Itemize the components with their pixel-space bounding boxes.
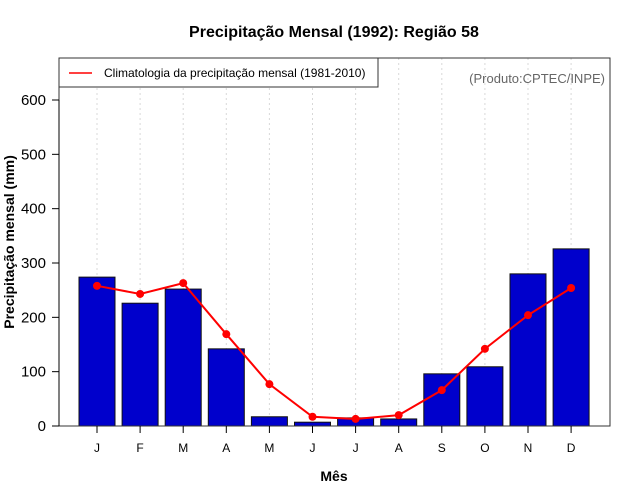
x-tick-label: J	[310, 441, 316, 455]
credit-annotation: (Produto:CPTEC/INPE)	[469, 71, 605, 86]
x-tick-label: O	[480, 441, 489, 455]
bar-7	[380, 418, 418, 427]
x-tick-label: S	[438, 441, 446, 455]
climatology-point-2	[179, 279, 188, 288]
x-tick-label: M	[178, 441, 188, 455]
bar-0	[78, 276, 116, 427]
bar-5	[294, 421, 331, 427]
climatology-point-11	[567, 283, 576, 292]
legend: Climatologia da precipitação mensal (198…	[58, 57, 379, 88]
x-tick-label: D	[567, 441, 576, 455]
x-tick-label: F	[136, 441, 143, 455]
climatology-point-1	[136, 289, 145, 298]
y-tick-label: 0	[38, 418, 46, 435]
x-tick-label: A	[222, 441, 230, 455]
bar-9	[466, 366, 504, 427]
bar-3	[207, 348, 245, 427]
x-tick-label: A	[395, 441, 403, 455]
y-tick-label: 100	[21, 364, 46, 381]
bars	[78, 248, 590, 427]
climatology-polyline	[96, 281, 572, 420]
y-tick-label: 200	[21, 309, 46, 326]
climatology-point-9	[480, 344, 489, 353]
bar-4	[250, 416, 288, 427]
x-tick-label: J	[353, 441, 359, 455]
bar-10	[509, 273, 547, 427]
x-tick-label: M	[264, 441, 274, 455]
y-axis-title: Precipitação mensal (mm)	[1, 155, 17, 329]
climatology-point-3	[222, 330, 231, 339]
x-tick-label: J	[94, 441, 100, 455]
x-tick-label: N	[524, 441, 533, 455]
climatology-point-0	[93, 281, 101, 290]
chart-title: Precipitação Mensal (1992): Região 58	[189, 24, 479, 41]
climatology-point-7	[394, 411, 403, 420]
climatology-point-6	[351, 414, 360, 423]
x-axis-title: Mês	[320, 468, 347, 484]
y-tick-label: 600	[21, 92, 46, 109]
climatology-point-4	[265, 380, 274, 389]
climatology-point-10	[524, 311, 532, 320]
y-axis: 0 100 200 300 400 500 600	[21, 92, 60, 435]
legend-box	[58, 57, 379, 88]
climatology-point-5	[308, 412, 317, 421]
y-tick-label: 500	[21, 146, 46, 163]
climatology-point-8	[437, 386, 446, 395]
bar-8	[423, 373, 461, 427]
y-tick-label: 300	[21, 255, 46, 272]
legend-label: Climatologia da precipitação mensal (198…	[104, 66, 365, 80]
bar-1	[121, 302, 159, 427]
bar-2	[164, 288, 202, 427]
y-tick-label: 400	[21, 201, 46, 218]
bar-11	[552, 248, 590, 427]
climatology-line	[93, 279, 576, 423]
